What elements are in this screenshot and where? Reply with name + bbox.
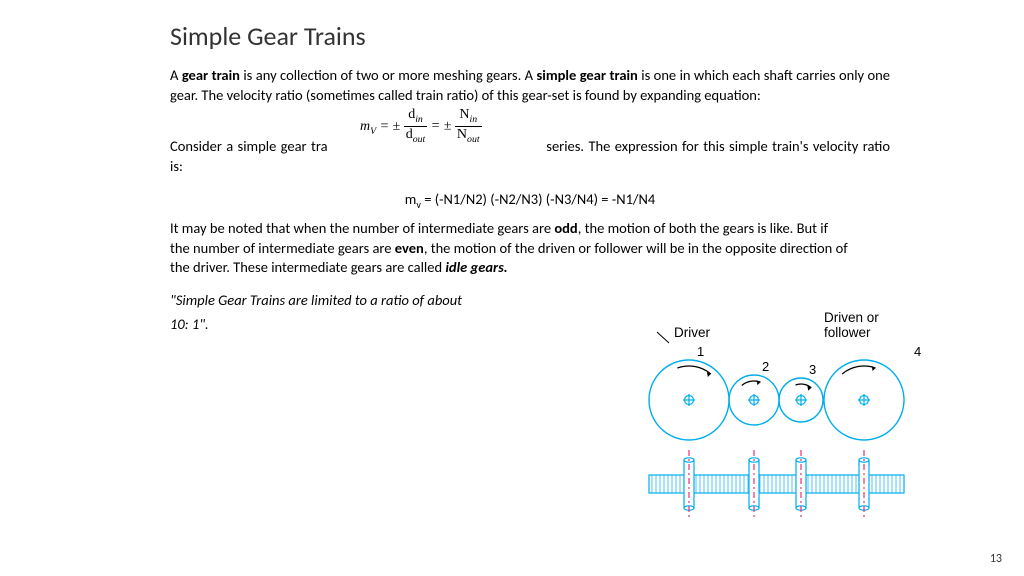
svg-text:1: 1 bbox=[697, 344, 704, 359]
paragraph-1: A gear train is any collection of two or… bbox=[170, 66, 890, 105]
eq-eq2: = ± bbox=[427, 119, 455, 134]
term-even: even bbox=[395, 239, 424, 257]
page-title: Simple Gear Trains bbox=[170, 20, 974, 52]
equation-block: mV = ± dindout = ± NinNout Consider a si… bbox=[170, 111, 890, 157]
equation-2: mv = (-N1/N2) (-N2/N3) (-N3/N4) = -N1/N4 bbox=[170, 190, 890, 211]
eq-eq1: = ± bbox=[376, 119, 404, 134]
eq-lhs: m bbox=[360, 119, 370, 134]
quote: "Simple Gear Trains are limited to a rat… bbox=[170, 288, 590, 337]
term-odd: odd bbox=[554, 219, 577, 237]
paragraph-3: It may be noted that when the number of … bbox=[170, 219, 850, 278]
svg-text:2: 2 bbox=[762, 359, 769, 374]
svg-text:3: 3 bbox=[809, 362, 816, 377]
eq2-rest: = (-N1/N2) (-N2/N3) (-N3/N4) = -N1/N4 bbox=[421, 190, 655, 208]
quote-line2: 10: 1". bbox=[170, 315, 209, 333]
text: is any collection of two or more meshing… bbox=[240, 66, 537, 84]
gear-diagram-svg: 1 2 3 4 bbox=[629, 320, 999, 530]
page-number: 13 bbox=[990, 552, 1002, 566]
slide: Simple Gear Trains A gear train is any c… bbox=[0, 0, 1024, 576]
quote-line1: "Simple Gear Trains are limited to a rat… bbox=[170, 291, 462, 309]
num2-sub: in bbox=[470, 114, 478, 125]
gear-diagram: Driver Driven or follower 1234 bbox=[629, 320, 999, 530]
paragraph-2: Consider a simple gear tra series. The e… bbox=[170, 137, 890, 176]
num2: N bbox=[459, 107, 469, 122]
term-simple-gear-train: simple gear train bbox=[537, 66, 638, 84]
num1-sub: in bbox=[415, 114, 423, 125]
label-driven: Driven or follower bbox=[824, 310, 879, 340]
text: A bbox=[170, 66, 182, 84]
term-idle-gears: idle gears. bbox=[445, 258, 507, 276]
label-driver: Driver bbox=[674, 325, 710, 340]
svg-text:4: 4 bbox=[914, 344, 921, 359]
text: It may be noted that when the number of … bbox=[170, 219, 554, 237]
term-gear-train: gear train bbox=[182, 66, 240, 84]
text: Consider a simple gear tra bbox=[170, 137, 328, 155]
eq2-m: m bbox=[405, 190, 417, 208]
